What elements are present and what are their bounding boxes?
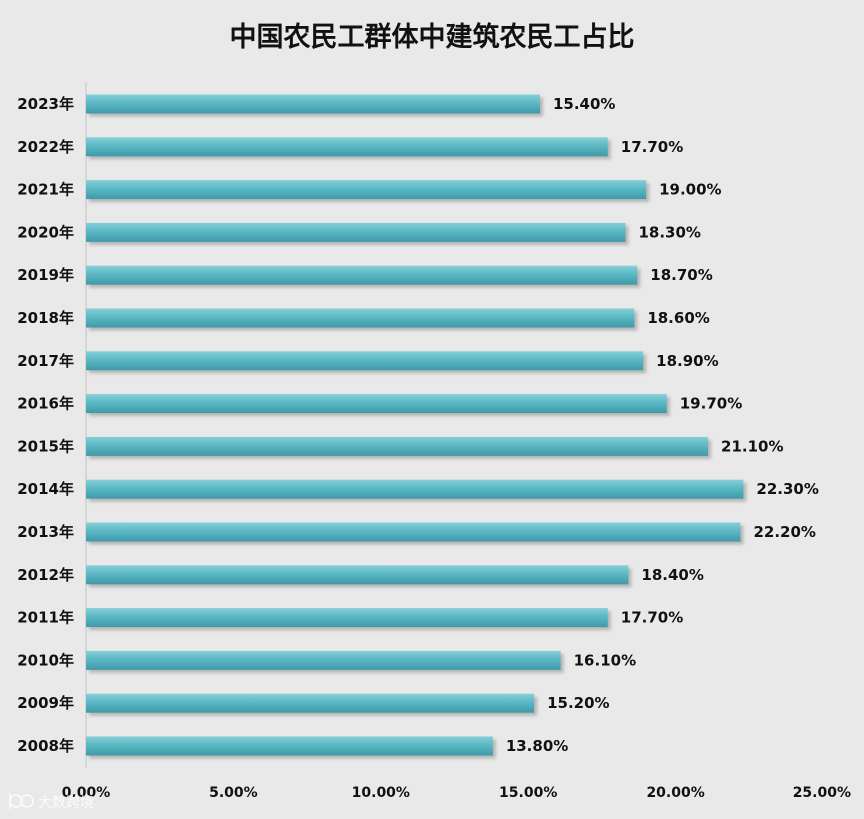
data-label: 17.70% bbox=[621, 138, 683, 156]
bar-2022年 bbox=[86, 137, 608, 157]
bar-2009年 bbox=[86, 693, 535, 713]
x-tick-labels-group: 0.00% 5.00% 10.00% 15.00% 20.00% 25.00% bbox=[62, 785, 851, 801]
x-tick-label: 10.00% bbox=[352, 785, 410, 801]
x-tick-label: 0.00% bbox=[62, 785, 111, 801]
category-labels-group: 2023年 2022年 2021年 2020年 2019年 2018年 2017年 2016年… bbox=[17, 95, 74, 755]
category-label: 2009年 bbox=[17, 694, 74, 712]
bar-2016年 bbox=[86, 394, 667, 414]
data-label: 19.00% bbox=[659, 181, 721, 199]
category-label: 2010年 bbox=[17, 651, 74, 669]
data-label: 15.40% bbox=[553, 95, 615, 113]
data-label: 22.20% bbox=[753, 523, 815, 541]
category-label: 2022年 bbox=[17, 138, 74, 156]
data-labels-group: 15.40% 17.70% 19.00% 18.30% 18.70% 18.60% 18.9… bbox=[506, 95, 819, 755]
bar-2012年 bbox=[86, 565, 629, 585]
x-tick-label: 20.00% bbox=[646, 785, 704, 801]
x-tick-label: 5.00% bbox=[209, 785, 258, 801]
bars-group bbox=[86, 94, 744, 756]
x-tick-label: 25.00% bbox=[793, 785, 851, 801]
category-label: 2012年 bbox=[17, 566, 74, 584]
x-tick-label: 15.00% bbox=[499, 785, 557, 801]
data-label: 21.10% bbox=[721, 437, 783, 455]
bar-2018年 bbox=[86, 308, 635, 328]
category-label: 2008年 bbox=[17, 737, 74, 755]
bar-2013年 bbox=[86, 522, 741, 542]
category-label: 2021年 bbox=[17, 181, 74, 199]
data-label: 18.90% bbox=[656, 352, 718, 370]
data-label: 15.20% bbox=[547, 694, 609, 712]
category-label: 2018年 bbox=[17, 309, 74, 327]
bar-2021年 bbox=[86, 180, 647, 200]
data-label: 17.70% bbox=[621, 609, 683, 627]
bar-2015年 bbox=[86, 436, 709, 456]
category-label: 2013年 bbox=[17, 523, 74, 541]
data-label: 19.70% bbox=[680, 395, 742, 413]
bar-2011年 bbox=[86, 608, 608, 628]
category-label: 2019年 bbox=[17, 266, 74, 284]
data-label: 18.70% bbox=[650, 266, 712, 284]
data-label: 16.10% bbox=[574, 651, 636, 669]
category-label: 2014年 bbox=[17, 480, 74, 498]
bar-2008年 bbox=[86, 736, 493, 756]
watermark-text: 大数跨境 bbox=[38, 795, 94, 811]
bar-2020年 bbox=[86, 222, 626, 242]
bar-2010年 bbox=[86, 650, 561, 670]
watermark-logo-icon bbox=[9, 793, 34, 809]
bar-2023年 bbox=[86, 94, 540, 114]
category-label: 2011年 bbox=[17, 609, 74, 627]
bar-2019年 bbox=[86, 265, 638, 285]
bar-2014年 bbox=[86, 479, 744, 499]
category-label: 2020年 bbox=[17, 223, 74, 241]
data-label: 18.30% bbox=[638, 223, 700, 241]
data-label: 18.40% bbox=[641, 566, 703, 584]
data-label: 22.30% bbox=[756, 480, 818, 498]
data-label: 18.60% bbox=[647, 309, 709, 327]
category-label: 2023年 bbox=[17, 95, 74, 113]
category-label: 2017年 bbox=[17, 352, 74, 370]
bar-2017年 bbox=[86, 351, 644, 371]
watermark: 大数跨境 bbox=[9, 793, 94, 811]
chart-title: 中国农民工群体中建筑农民工占比 bbox=[230, 21, 635, 53]
category-label: 2015年 bbox=[17, 437, 74, 455]
category-label: 2016年 bbox=[17, 395, 74, 413]
data-label: 13.80% bbox=[506, 737, 568, 755]
